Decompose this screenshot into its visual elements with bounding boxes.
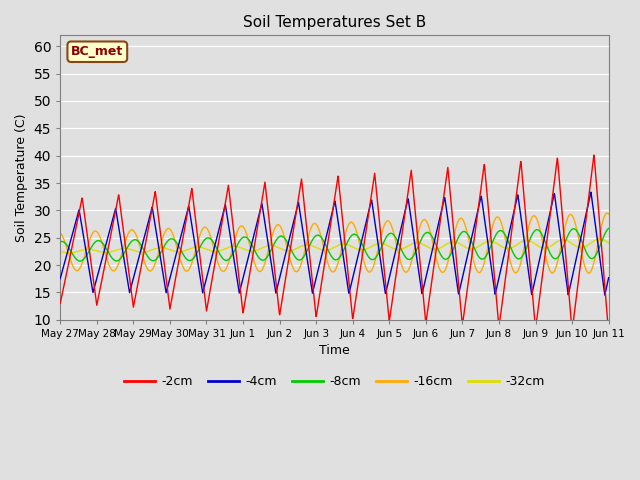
- Title: Soil Temperatures Set B: Soil Temperatures Set B: [243, 15, 426, 30]
- Y-axis label: Soil Temperature (C): Soil Temperature (C): [15, 113, 28, 242]
- X-axis label: Time: Time: [319, 344, 350, 357]
- Legend: -2cm, -4cm, -8cm, -16cm, -32cm: -2cm, -4cm, -8cm, -16cm, -32cm: [119, 370, 550, 393]
- Text: BC_met: BC_met: [71, 45, 124, 58]
